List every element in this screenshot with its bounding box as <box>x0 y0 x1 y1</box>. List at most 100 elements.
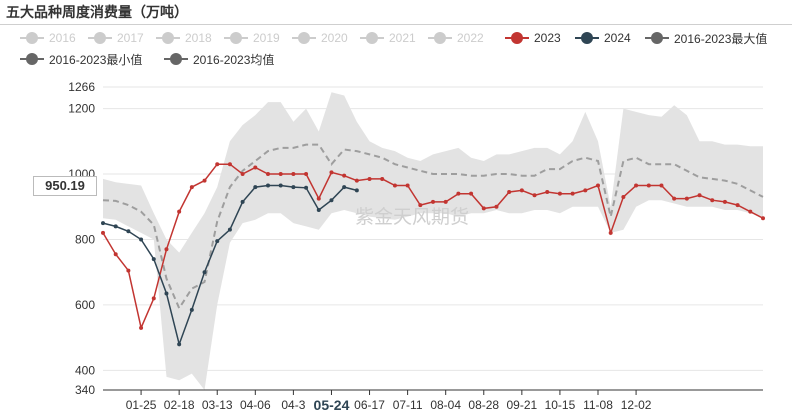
legend-label: 2022 <box>457 31 484 45</box>
series-2023-point <box>367 176 372 181</box>
legend-marker-icon <box>505 32 529 44</box>
series-2023-point <box>227 162 232 167</box>
page-title: 五大品种周度消费量（万吨） <box>6 5 188 21</box>
series-2024-point <box>354 188 359 193</box>
legend-label: 2023 <box>534 31 561 45</box>
series-2023-point <box>469 191 474 196</box>
series-2023-point <box>151 296 156 301</box>
series-2024-point <box>278 183 283 188</box>
series-2023-point <box>481 206 486 211</box>
x-tick-label: 09-21 <box>506 398 537 412</box>
series-2023-point <box>570 191 575 196</box>
series-2023-point <box>608 230 613 235</box>
y-tick-label: 600 <box>75 298 95 312</box>
series-2024-point <box>101 221 105 226</box>
series-2024-point <box>253 185 258 190</box>
x-tick-label: 05-24 <box>314 397 350 413</box>
series-2023-point <box>621 194 626 199</box>
series-2023-point <box>557 191 562 196</box>
legend-item-5[interactable]: 2021 <box>360 30 416 46</box>
legend-item-6[interactable]: 2022 <box>428 30 484 46</box>
series-2023-point <box>316 196 321 201</box>
x-tick-label: 02-18 <box>164 398 195 412</box>
series-2024-point <box>316 208 321 213</box>
series-2023-point <box>418 203 423 208</box>
legend-item-9[interactable]: 2016-2023最大值 <box>645 30 767 46</box>
legend-marker-icon <box>164 53 188 65</box>
series-2024-point <box>139 237 144 242</box>
series-2023-point <box>101 230 105 235</box>
series-2023-point <box>215 162 220 167</box>
x-tick-label: 10-15 <box>545 398 576 412</box>
series-2023-point <box>532 193 537 198</box>
series-2023-point <box>177 209 182 214</box>
legend-label: 2016 <box>49 31 76 45</box>
series-2024-point <box>342 185 347 190</box>
legend-label: 2016-2023最大值 <box>674 31 768 46</box>
legend-item-0[interactable]: 2016 <box>20 30 76 46</box>
series-2023-point <box>545 190 550 195</box>
series-2023-point <box>735 203 740 208</box>
series-2023-point <box>697 193 702 198</box>
series-2024-point <box>151 257 156 262</box>
legend-marker-icon <box>360 32 384 44</box>
series-2023-point <box>392 183 397 188</box>
legend-label: 2019 <box>253 31 280 45</box>
legend: 2016 2017 2018 2019 2020 2021 2022 2023 2024 2016… <box>0 0 792 80</box>
series-2024-point <box>113 224 118 229</box>
legend-marker-icon <box>156 32 180 44</box>
series-2023-point <box>189 185 194 190</box>
series-2024-point <box>202 270 207 275</box>
range-band <box>103 92 763 390</box>
series-2023-point <box>722 199 727 204</box>
legend-item-11[interactable]: 2016-2023均值 <box>164 51 274 67</box>
series-2023-point <box>519 188 524 193</box>
series-2024-point <box>227 227 232 232</box>
y-tick-label: 1200 <box>68 102 95 116</box>
max-min-band <box>103 92 763 390</box>
x-tick-label: 11-08 <box>583 398 613 412</box>
legend-marker-icon <box>88 32 112 44</box>
series-2023-point <box>342 173 347 178</box>
series-2023-point <box>253 165 258 170</box>
series-2023-point <box>646 183 651 188</box>
series-2023-point <box>266 172 270 177</box>
legend-marker-icon <box>292 32 316 44</box>
series-2023-point <box>659 183 664 188</box>
legend-item-3[interactable]: 2019 <box>224 30 280 46</box>
x-tick-label: 03-13 <box>202 398 233 412</box>
legend-item-2[interactable]: 2018 <box>156 30 212 46</box>
series-2023-point <box>710 198 715 203</box>
series-2023-point <box>456 191 461 196</box>
y-tick-label: 1266 <box>68 80 95 94</box>
x-tick-label: 08-28 <box>468 398 499 412</box>
legend-label: 2020 <box>321 31 348 45</box>
x-tick-label: 01-25 <box>126 398 157 412</box>
series-2023-point <box>431 199 435 204</box>
series-2023-point <box>380 176 385 181</box>
y-tick-label: 340 <box>75 383 95 397</box>
legend-label: 2024 <box>604 31 631 45</box>
y-tick-label: 400 <box>75 363 95 377</box>
series-2024-point <box>329 198 334 203</box>
legend-item-10[interactable]: 2016-2023最小值 <box>20 51 142 67</box>
legend-item-8[interactable]: 2024 <box>575 30 631 46</box>
series-2023-point <box>748 209 753 214</box>
legend-item-7[interactable]: 2023 <box>505 30 561 46</box>
series-2023-point <box>672 196 677 201</box>
series-2024-point <box>291 185 296 190</box>
series-2023-point <box>583 188 588 193</box>
legend-label: 2016-2023最小值 <box>49 52 143 67</box>
series-2023-point <box>443 199 448 204</box>
legend-label: 2018 <box>185 31 212 45</box>
legend-item-1[interactable]: 2017 <box>88 30 144 46</box>
series-2023-point <box>278 172 283 177</box>
title-divider <box>0 24 792 25</box>
legend-marker-icon <box>428 32 452 44</box>
y-tick-label: 800 <box>75 232 95 246</box>
series-2023-point <box>304 172 309 177</box>
series-2023-point <box>240 172 245 177</box>
legend-item-4[interactable]: 2020 <box>292 30 348 46</box>
series-2023-point <box>761 216 765 221</box>
